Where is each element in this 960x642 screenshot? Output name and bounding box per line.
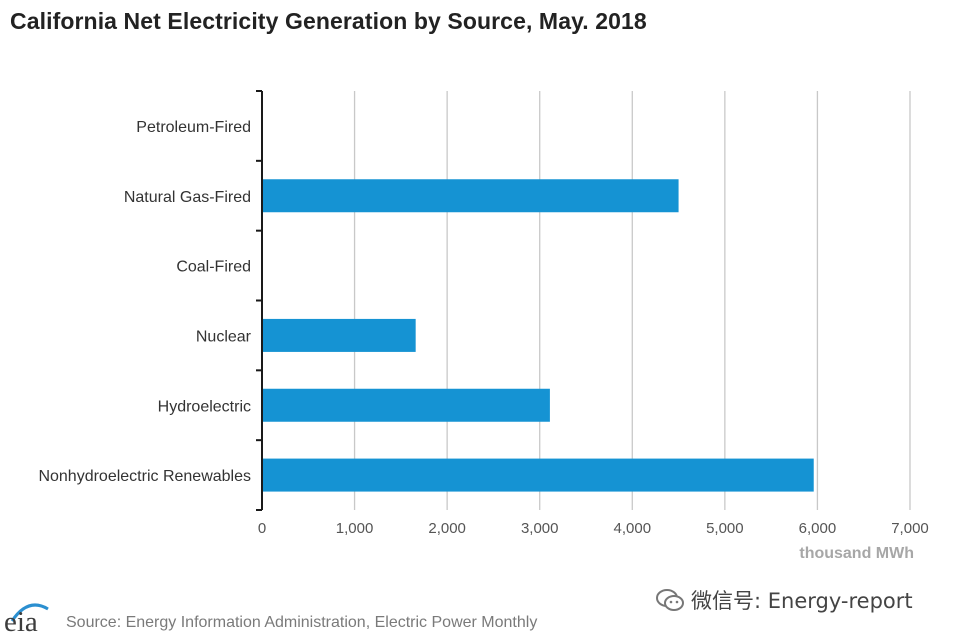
bar-nuclear [262, 318, 416, 352]
eia-logo: eia [2, 596, 58, 640]
category-labels: Petroleum-Fired Natural Gas-Fired Coal-Fir… [38, 119, 251, 485]
x-tick-label: 0 [258, 520, 266, 537]
category-label: Natural Gas-Fired [124, 189, 251, 206]
bar-nonhydroelectric-renewables [262, 458, 814, 492]
x-tick-label: 1,000 [336, 520, 374, 537]
watermark: 微信号: Energy-report [655, 584, 913, 616]
bar-natural-gas-fired [262, 179, 679, 213]
x-axis-unit-label: thousand MWh [799, 545, 914, 562]
x-tick-label: 5,000 [706, 520, 744, 537]
x-tick-label: 4,000 [614, 520, 652, 537]
category-label: Coal-Fired [176, 259, 251, 276]
x-tick-label: 3,000 [521, 520, 559, 537]
category-label: Nonhydroelectric Renewables [38, 468, 251, 485]
eia-logo-arc-icon [10, 603, 49, 622]
chart-title: California Net Electricity Generation by… [10, 8, 647, 34]
eia-logo-text: eia [4, 606, 38, 638]
bars [262, 179, 814, 492]
gridlines [353, 91, 911, 510]
source-note: Source: Energy Information Administratio… [66, 614, 538, 631]
x-tick-label: 7,000 [891, 520, 929, 537]
y-axis [256, 90, 263, 511]
x-tick-label: 6,000 [799, 520, 837, 537]
x-tick-label: 2,000 [428, 520, 466, 537]
bar-hydroelectric [262, 388, 550, 422]
bar-chart: Petroleum-Fired Natural Gas-Fired Coal-Fir… [38, 90, 929, 562]
category-label: Hydroelectric [158, 398, 251, 415]
x-tick-labels: 0 1,000 2,000 3,000 4,000 5,000 6,000 7,000 [258, 520, 929, 537]
watermark-text: 微信号: Energy-report [691, 589, 913, 613]
category-label: Petroleum-Fired [136, 119, 251, 136]
wechat-icon [656, 589, 684, 611]
category-label: Nuclear [196, 328, 252, 345]
